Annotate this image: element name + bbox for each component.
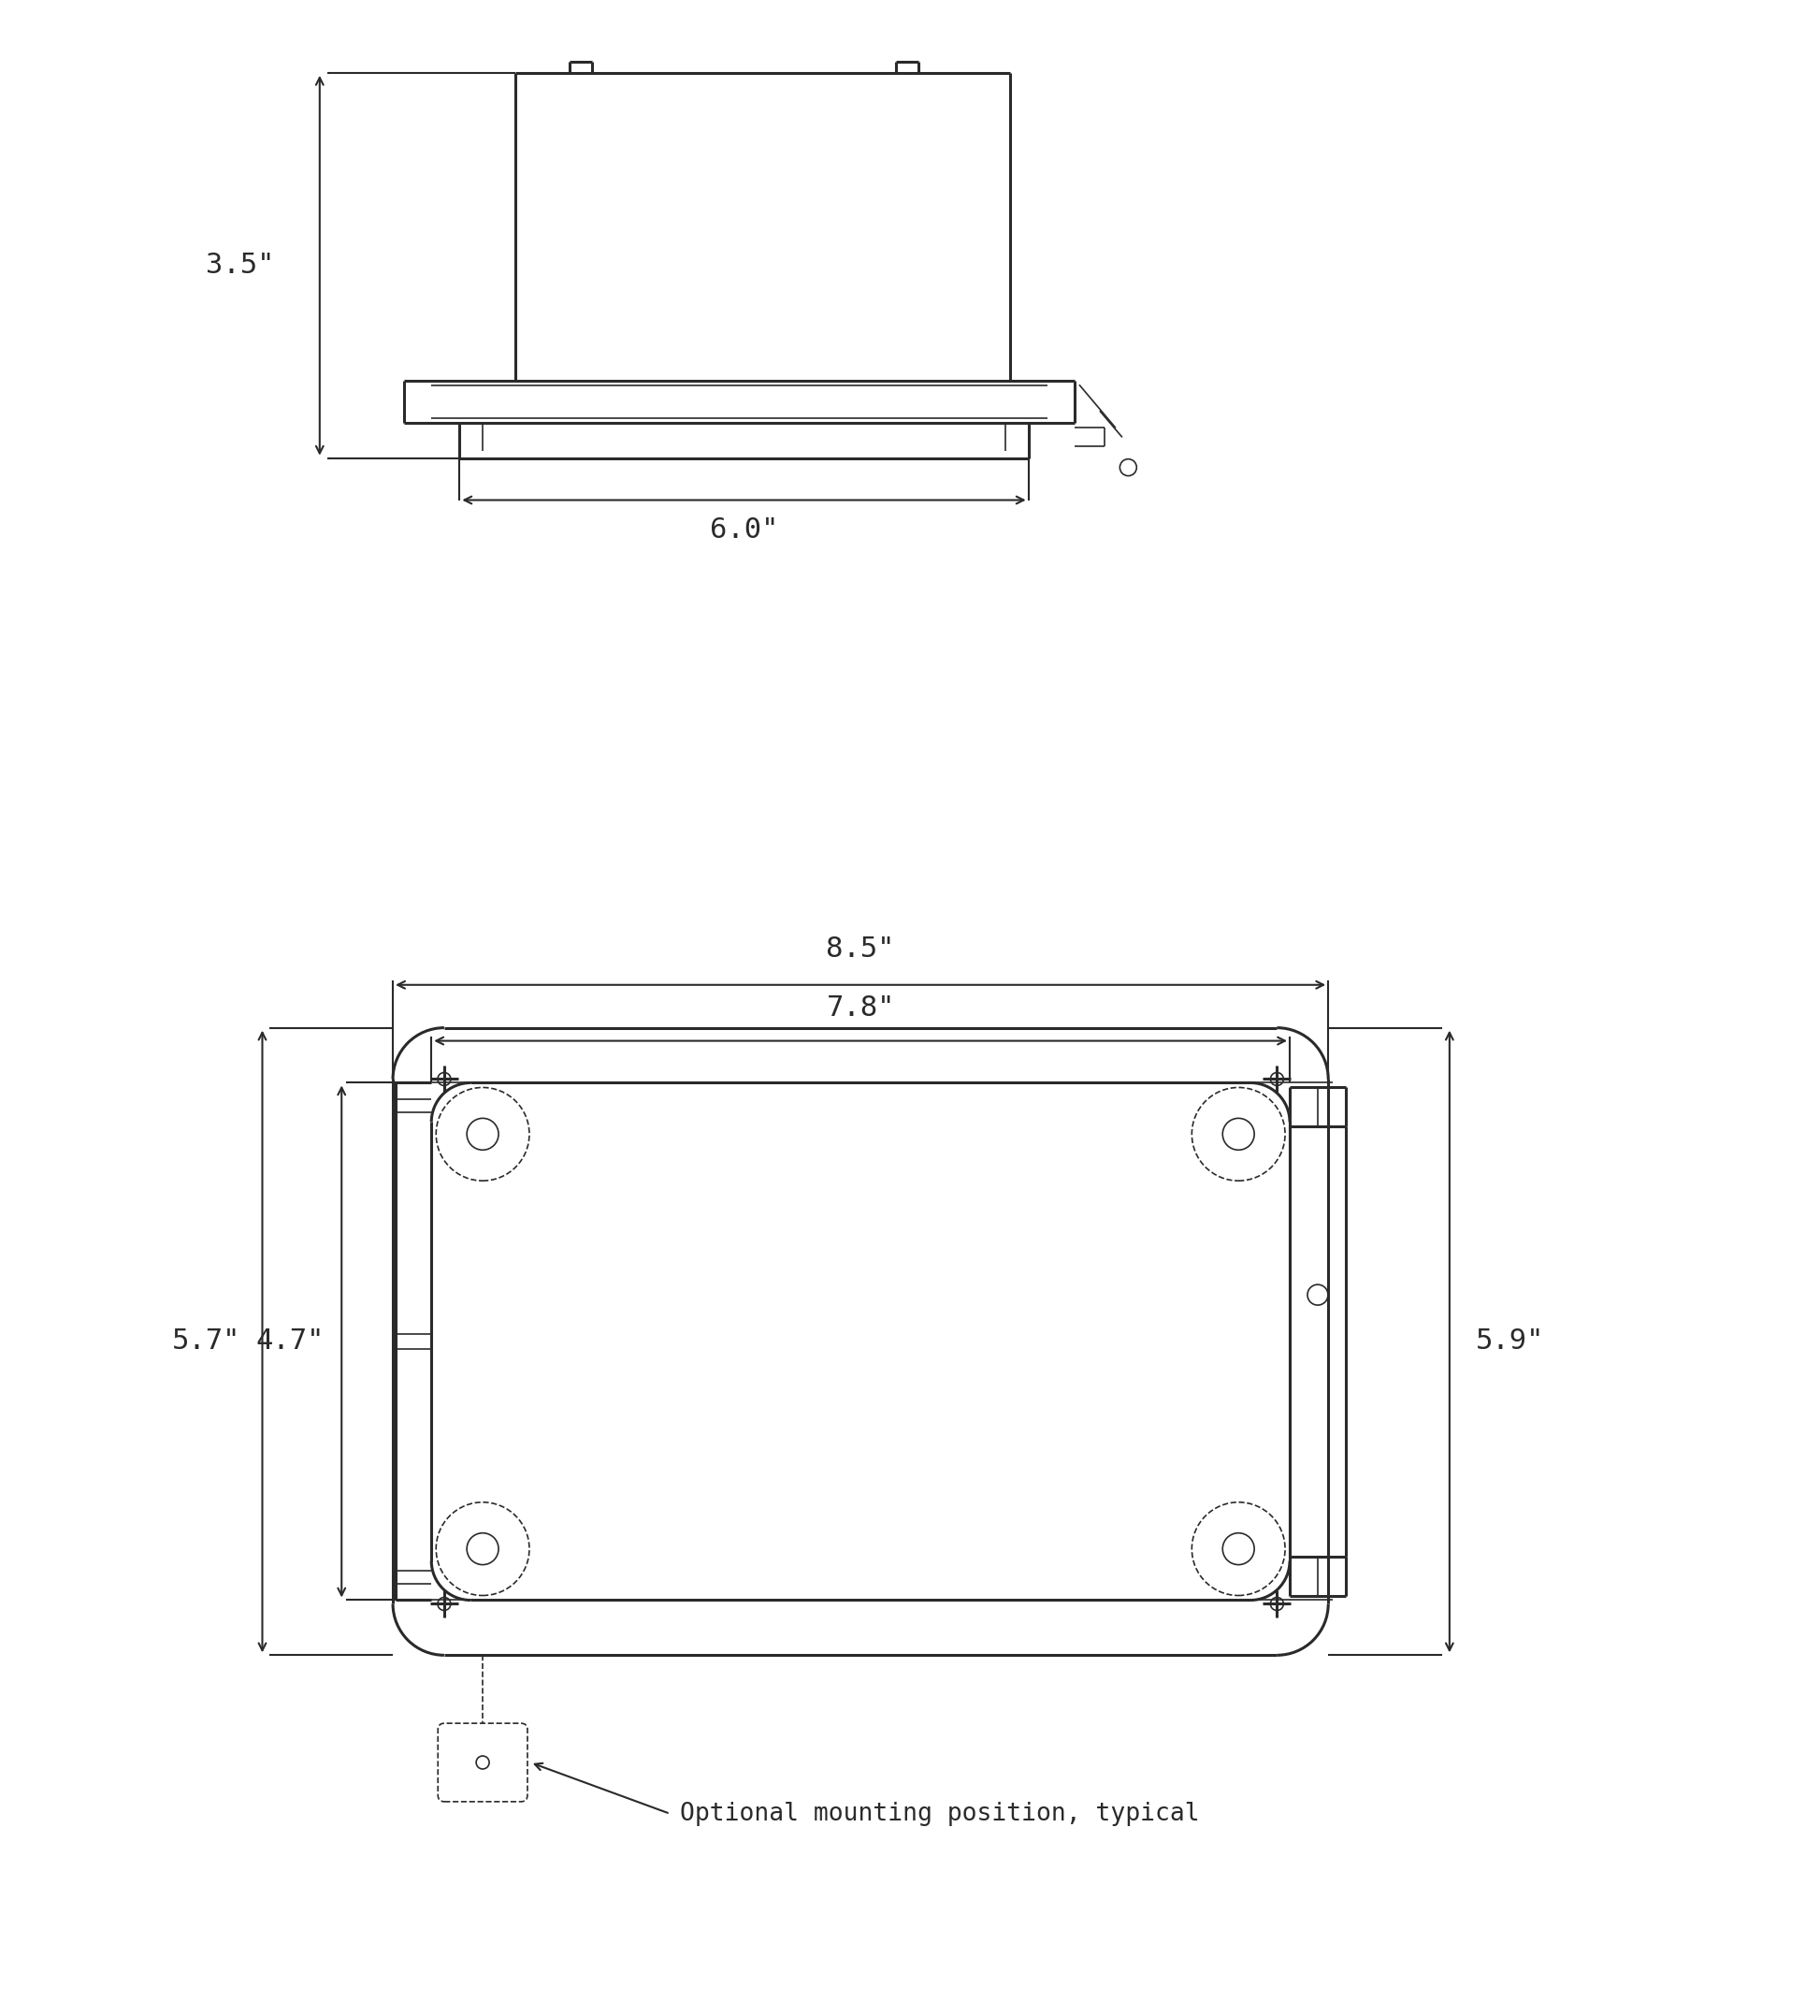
FancyBboxPatch shape	[439, 1724, 528, 1802]
Text: Optional mounting position, typical: Optional mounting position, typical	[679, 1802, 1199, 1826]
Text: 5.7": 5.7"	[173, 1329, 240, 1355]
Text: 6.0": 6.0"	[710, 516, 779, 544]
Text: 4.7": 4.7"	[257, 1329, 324, 1355]
Text: 7.8": 7.8"	[826, 994, 895, 1022]
Text: 5.9": 5.9"	[1476, 1329, 1545, 1355]
Text: 3.5": 3.5"	[206, 252, 275, 278]
Text: 8.5": 8.5"	[826, 935, 895, 964]
